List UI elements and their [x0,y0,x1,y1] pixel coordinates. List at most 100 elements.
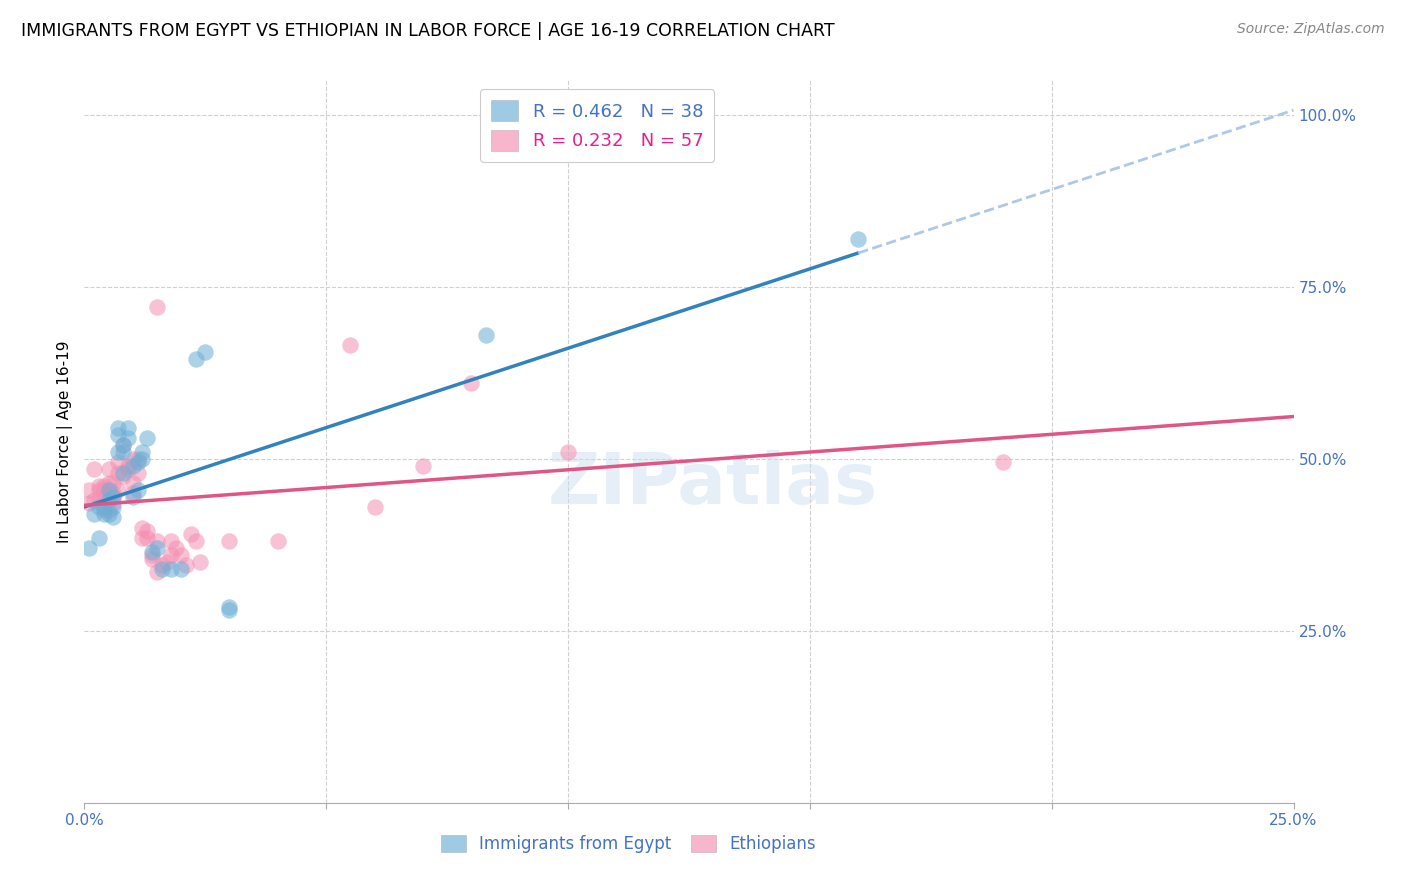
Point [184,351,207,366]
Point [121,475,143,490]
Point [218,534,240,549]
Point [557,445,579,459]
Point [77,541,100,556]
Point [87,483,110,497]
Point [160,548,183,562]
Point [83,507,105,521]
Point [83,462,105,476]
Point [141,551,163,566]
Point [150,558,173,573]
Point [121,486,143,500]
Point [131,445,153,459]
Point [107,466,129,480]
Point [93,483,115,497]
Legend: Immigrants from Egypt, Ethiopians: Immigrants from Egypt, Ethiopians [434,828,823,860]
Point [112,469,135,483]
Point [93,490,115,504]
Point [127,451,149,466]
Point [141,544,163,558]
Point [218,603,240,617]
Point [127,455,149,469]
Point [170,548,193,562]
Point [107,427,129,442]
Point [77,496,100,510]
Point [103,500,125,514]
Point [136,431,159,445]
Point [127,466,149,480]
Point [107,483,129,497]
Point [97,462,120,476]
Point [107,445,129,459]
Point [97,507,120,521]
Point [103,486,125,500]
Point [127,483,149,497]
Point [112,466,135,480]
Point [97,503,120,517]
Point [131,451,153,466]
Point [267,534,290,549]
Point [146,301,169,315]
Point [87,479,110,493]
Point [155,555,177,569]
Point [141,548,163,562]
Point [170,562,193,576]
Point [460,376,482,390]
Point [117,431,139,445]
Point [146,534,169,549]
Point [160,534,183,549]
Point [87,500,110,514]
Point [103,496,125,510]
Point [475,327,498,342]
Point [150,562,173,576]
Text: IMMIGRANTS FROM EGYPT VS ETHIOPIAN IN LABOR FORCE | AGE 16-19 CORRELATION CHART: IMMIGRANTS FROM EGYPT VS ETHIOPIAN IN LA… [21,22,835,40]
Point [77,483,100,497]
Point [146,541,169,556]
Point [846,231,869,245]
Point [121,490,143,504]
Point [121,458,143,473]
Point [93,479,115,493]
Point [87,493,110,508]
Point [165,541,187,556]
Point [112,445,135,459]
Point [117,458,139,473]
Point [93,500,115,514]
Point [97,493,120,508]
Point [83,493,105,508]
Point [190,555,212,569]
Point [103,490,125,504]
Point [136,531,159,545]
Point [218,599,240,614]
Point [131,520,153,534]
Point [121,451,143,466]
Point [160,562,183,576]
Point [112,438,135,452]
Point [103,510,125,524]
Point [146,566,169,580]
Point [93,507,115,521]
Point [117,421,139,435]
Point [131,531,153,545]
Point [87,531,110,545]
Point [180,527,202,541]
Point [112,438,135,452]
Point [117,462,139,476]
Point [339,338,361,352]
Point [93,503,115,517]
Point [136,524,159,538]
Text: Source: ZipAtlas.com: Source: ZipAtlas.com [1237,22,1385,37]
Point [412,458,434,473]
Point [363,500,385,514]
Y-axis label: In Labor Force | Age 16-19: In Labor Force | Age 16-19 [58,340,73,543]
Point [103,490,125,504]
Point [993,455,1015,469]
Point [194,345,217,359]
Point [107,421,129,435]
Text: ZIPatlas: ZIPatlas [548,450,879,519]
Point [97,483,120,497]
Point [103,475,125,490]
Point [97,475,120,490]
Point [107,455,129,469]
Point [184,534,207,549]
Point [174,558,197,573]
